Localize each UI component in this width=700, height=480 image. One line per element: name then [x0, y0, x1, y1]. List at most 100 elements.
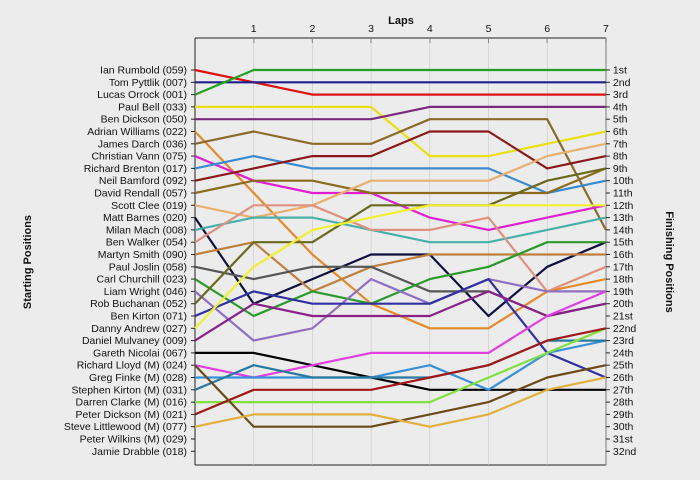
y-axis-right-title: Finishing Positions: [663, 211, 675, 312]
series-line-14: [194, 216, 607, 244]
series-line-28: [195, 327, 607, 404]
finish-position-label: 11th: [613, 188, 633, 200]
start-position-label: Carl Churchill (023): [97, 274, 187, 286]
finish-position-label: 31st: [613, 434, 633, 446]
x-tick-label: 7: [603, 23, 609, 35]
x-tick-label: 4: [427, 23, 433, 35]
start-position-label: Danny Andrew (027): [91, 323, 187, 335]
series-line-30: [194, 364, 607, 428]
finish-position-label: 24th: [613, 347, 634, 359]
series-line-16: [194, 241, 606, 293]
finish-position-label: 13th: [613, 212, 634, 224]
start-position-label: James Darch (036): [98, 138, 187, 150]
finish-position-label: 27th: [613, 384, 634, 396]
series-line-22: [194, 204, 606, 330]
series-line-29: [194, 327, 607, 416]
finish-position-label: 16th: [613, 249, 634, 261]
start-position-label: Tom Pyttlik (007): [109, 77, 187, 89]
series-line-10: [194, 130, 607, 182]
finish-position-label: 26th: [613, 372, 634, 384]
start-position-label: Daniel Mulvaney (009): [82, 335, 187, 347]
series-line-25: [194, 290, 607, 379]
start-position-label: Richard Lloyd (M) (024): [77, 360, 187, 372]
finish-position-label: 1st: [613, 65, 627, 77]
finish-position-label: 15th: [613, 237, 634, 249]
series-line-23: [194, 290, 607, 342]
series-line-31: [194, 376, 607, 428]
series-line-3: [194, 68, 606, 96]
start-position-label: Stephen Kirton (M) (031): [71, 384, 187, 396]
y-axis-left-title: Starting Positions: [22, 215, 34, 309]
finish-position-label: 9th: [613, 163, 628, 175]
start-position-label: Richard Brenton (017): [84, 163, 187, 175]
finishing-labels: 1st2nd3rd4th5th6th7th8th9th10th11th12th1…: [613, 65, 637, 458]
chart-title: Laps: [388, 15, 414, 27]
series-line-7: [194, 118, 607, 231]
series-line-13: [194, 216, 607, 318]
start-position-label: Darren Clarke (M) (016): [76, 397, 187, 409]
finish-position-label: 32nd: [613, 446, 637, 458]
start-position-label: Liam Wright (046): [104, 286, 187, 298]
finish-position-label: 30th: [613, 421, 634, 433]
start-position-label: Jamie Drabble (018): [92, 446, 187, 458]
start-position-label: Peter Dickson (M) (021): [76, 409, 187, 421]
finish-position-label: 22nd: [613, 323, 637, 335]
start-position-label: Paul Joslin (058): [109, 261, 187, 273]
finish-position-label: 3rd: [613, 89, 628, 101]
series-line-11: [194, 167, 607, 195]
start-position-label: Ben Dickson (050): [101, 114, 187, 126]
finish-position-label: 5th: [613, 114, 628, 126]
finish-position-label: 20th: [613, 298, 634, 310]
x-tick-label: 2: [309, 23, 315, 35]
finish-position-label: 10th: [613, 175, 634, 187]
series-line-15: [194, 204, 607, 293]
start-position-label: Gareth Nicolai (067): [93, 347, 187, 359]
series-line-5: [195, 105, 606, 121]
start-position-label: Ben Kirton (071): [111, 311, 187, 323]
start-position-label: Matt Barnes (020): [103, 212, 187, 224]
finish-position-label: 7th: [613, 138, 628, 150]
series-lines: [194, 68, 607, 428]
x-tick-label: 3: [368, 23, 374, 35]
start-position-label: Martyn Smith (090): [98, 249, 187, 261]
start-position-label: Christian Vann (075): [91, 151, 187, 163]
x-tick-label: 1: [251, 23, 257, 35]
start-position-label: Milan Mach (008): [106, 224, 187, 236]
series-line-12: [194, 142, 607, 219]
finish-position-label: 2nd: [613, 77, 631, 89]
finish-position-label: 25th: [613, 360, 634, 372]
finish-position-label: 17th: [613, 261, 634, 273]
start-position-label: Paul Bell (033): [118, 101, 187, 113]
start-position-label: Greg Finke (M) (028): [89, 372, 187, 384]
finish-position-label: 28th: [613, 397, 634, 409]
x-tick-label: 6: [544, 23, 550, 35]
finish-position-label: 21st: [613, 311, 633, 323]
start-position-label: Ian Rumbold (059): [100, 65, 187, 77]
start-position-label: Lucas Orrock (001): [97, 89, 187, 101]
finish-position-label: 14th: [613, 224, 634, 236]
starting-labels: Ian Rumbold (059)Tom Pyttlik (007)Lucas …: [64, 65, 187, 458]
finish-position-label: 29th: [613, 409, 634, 421]
finish-position-label: 4th: [613, 101, 628, 113]
finish-position-label: 12th: [613, 200, 634, 212]
start-position-label: Scott Clee (019): [111, 200, 187, 212]
series-line-26: [195, 339, 607, 391]
start-position-label: David Rendall (057): [94, 188, 187, 200]
series-line-20: [194, 167, 607, 305]
series-line-21: [194, 278, 607, 379]
series-line-19: [194, 278, 606, 342]
finish-position-label: 18th: [613, 274, 634, 286]
finish-position-label: 8th: [613, 151, 628, 163]
finish-position-label: 23rd: [613, 335, 634, 347]
series-line-9: [194, 155, 607, 195]
start-position-label: Peter Wilkins (M) (029): [80, 434, 187, 446]
finish-position-label: 19th: [613, 286, 634, 298]
axes: 1 2 3 4 5 6 7: [191, 23, 610, 466]
start-position-label: Ben Walker (054): [106, 237, 187, 249]
start-position-label: Neil Bamford (092): [99, 175, 187, 187]
x-tick-label: 5: [486, 23, 492, 35]
start-position-label: Adrian Williams (022): [87, 126, 187, 138]
start-position-label: Steve Littlewood (M) (077): [64, 421, 187, 433]
start-position-label: Rob Buchanan (052): [90, 298, 187, 310]
